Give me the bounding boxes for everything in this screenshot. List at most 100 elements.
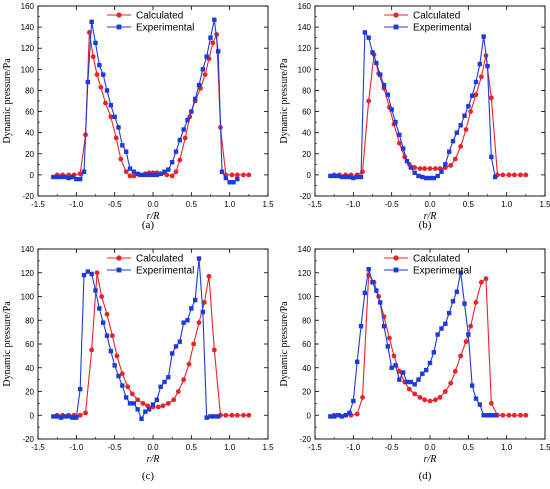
chart-b-x-axis-title: r/R <box>424 211 437 222</box>
chart-c-x-tick-label: -1.5 <box>31 443 45 452</box>
chart-b-x-tick-label: 1.0 <box>501 200 513 209</box>
chart-c-y-tick-label: -20 <box>22 435 34 444</box>
chart-c-y-tick-label: 40 <box>25 364 34 373</box>
chart-d-series-experimental-point <box>335 413 341 418</box>
chart-b-legend-experimental-label: Experimental <box>413 23 471 34</box>
chart-d-legend-calculated: Calculated <box>384 254 460 265</box>
chart-d-series-calculated-point <box>432 397 438 403</box>
chart-c-legend-experimental-label: Experimental <box>136 266 194 277</box>
chart-a-series-experimental-point <box>215 49 221 54</box>
chart-a-series-experimental-point <box>139 172 144 178</box>
chart-a-series-experimental-point <box>100 72 106 77</box>
chart-d-series-calculated-point <box>437 395 443 400</box>
chart-d-series-experimental-point <box>343 413 348 418</box>
chart-c-series-experimental-point <box>77 386 83 392</box>
chart-b-series-experimental-point <box>335 173 341 179</box>
chart-b-x-tick-label: -1.5 <box>308 200 322 209</box>
chart-d-y-axis-title: Dynamic pressure/Pa <box>279 301 290 387</box>
chart-c-series-experimental-point <box>123 395 129 400</box>
chart-b-series-calculated-point <box>500 172 506 178</box>
chart-d-series-calculated-point <box>442 389 448 394</box>
chart-c-series-experimental-point <box>135 407 140 412</box>
chart-d-series-experimental-point <box>420 371 425 376</box>
chart-a-series-experimental-point <box>162 169 167 174</box>
chart-d-series-experimental-point <box>443 321 448 327</box>
chart-d-series-experimental-point <box>435 332 440 337</box>
chart-d-series-experimental-point <box>404 379 410 385</box>
chart-b-series-calculated-point <box>518 172 523 178</box>
chart-b-series-experimental-point <box>481 34 486 39</box>
chart-c-series-experimental-point <box>166 375 171 380</box>
chart-d-series-calculated <box>331 272 529 418</box>
chart-b-series-calculated-point <box>396 140 402 146</box>
chart-b-series-experimental-point <box>458 123 463 128</box>
chart-c-series-experimental-point <box>58 415 64 420</box>
chart-c-legend-calculated-label: Calculated <box>136 254 183 265</box>
chart-d-legend-experimental-marker <box>393 267 399 273</box>
chart-a-series-experimental-point <box>123 149 129 154</box>
chart-b-series-experimental-point <box>462 113 467 118</box>
chart-a-series-calculated-point <box>113 135 119 141</box>
chart-b-series-experimental-point <box>366 35 371 40</box>
chart-a-series-experimental-point <box>189 109 194 114</box>
chart-b-y-tick-label: -20 <box>299 192 311 201</box>
chart-c-legend-experimental-marker <box>116 267 122 273</box>
chart-d-x-tick-label: -0.5 <box>385 443 399 452</box>
chart-c-series-calculated-point <box>211 347 217 353</box>
chart-a-series-calculated-point <box>241 172 246 178</box>
chart-c-series-experimental-line <box>53 258 219 421</box>
chart-d-y-tick-label: 20 <box>302 388 311 397</box>
chart-c-series-calculated-point <box>191 341 197 347</box>
chart-d-series-calculated-point <box>518 412 523 418</box>
chart-b: -1.5 -1.0 -0.5 0.0 0.5 1.0 1.5 -20 0 20 40 60 80 100 1… <box>279 2 550 231</box>
chart-c-series-experimental-point <box>196 256 202 261</box>
chart-b-series-calculated-point <box>412 165 418 170</box>
chart-c-series-calculated-point <box>201 300 207 305</box>
chart-b-series-calculated-point <box>422 166 428 171</box>
chart-a-x-tick-label: 1.0 <box>224 200 236 209</box>
chart-d-series-experimental-point <box>473 396 479 401</box>
chart-c-x-tick-label: 0.5 <box>186 443 198 452</box>
chart-c-legend-experimental: Experimental <box>107 266 194 277</box>
chart-b-series-experimental-point <box>443 162 448 167</box>
chart-a-series-calculated-point <box>77 171 83 177</box>
chart-c-series-experimental-point <box>74 415 79 420</box>
chart-c-series-calculated-point <box>223 412 229 418</box>
chart-d-series-experimental-point <box>489 413 494 418</box>
chart-d-series-calculated-point <box>412 391 418 397</box>
chart-d-series-experimental-point <box>393 363 398 368</box>
chart-a-y-axis-title: Dynamic pressure/Pa <box>2 58 13 144</box>
chart-b-y-tick-label: 0 <box>307 171 312 180</box>
chart-b-series-calculated-point <box>452 156 458 162</box>
chart-a-series-calculated-point <box>169 173 175 179</box>
chart-a-series-experimental-point <box>185 117 190 123</box>
chart-c-panel-label: (c) <box>142 470 155 482</box>
chart-b-x-tick-label: 0.5 <box>463 200 475 209</box>
chart-d-series-calculated-point <box>427 398 433 404</box>
chart-c-series-calculated <box>54 270 252 418</box>
chart-a-panel-label: (a) <box>142 219 155 231</box>
chart-c-series-experimental-point <box>51 414 56 419</box>
chart-a-series-experimental-point <box>143 172 148 178</box>
chart-c-series-experimental-point <box>127 401 133 406</box>
chart-c-series-experimental-point <box>54 414 60 419</box>
chart-a-series-experimental-point <box>166 167 171 172</box>
chart-a-x-tick-label: -1.5 <box>31 200 45 209</box>
chart-c-series-experimental <box>51 256 221 422</box>
chart-c-series-experimental-point <box>62 414 68 419</box>
chart-a-series-experimental-point <box>173 149 179 154</box>
chart-d-legend-experimental: Experimental <box>384 266 471 277</box>
chart-d-series-calculated-point <box>478 279 484 285</box>
chart-a-series-experimental-point <box>200 67 206 72</box>
chart-c-series-calculated-point <box>234 412 240 418</box>
chart-d-series-experimental-point <box>423 367 429 373</box>
chart-d-series-experimental-point <box>466 332 471 337</box>
chart-b-series-calculated-point <box>448 162 454 168</box>
chart-a-series-experimental-point <box>89 19 94 25</box>
chart-c-y-axis-title: Dynamic pressure/Pa <box>2 301 13 387</box>
chart-a-series-calculated-point <box>118 156 124 162</box>
chart-a-series-experimental-point <box>108 103 114 108</box>
chart-d-series-experimental-point <box>477 402 483 407</box>
chart-b-series-calculated-point <box>458 143 464 149</box>
chart-d-x-axis-title: r/R <box>424 454 437 465</box>
